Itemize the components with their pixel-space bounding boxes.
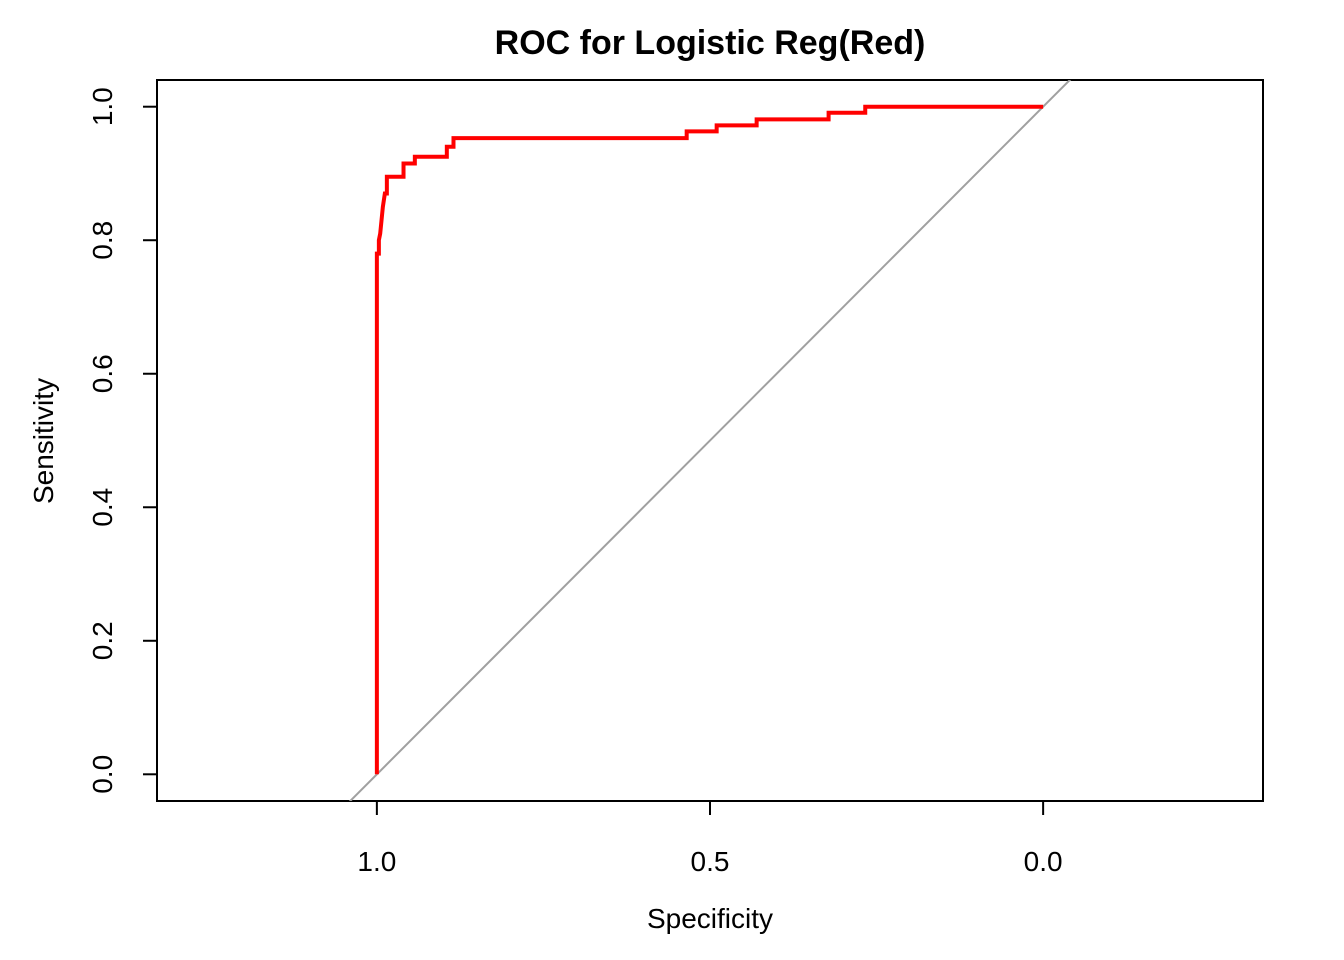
- y-tick-label: 0.6: [87, 354, 118, 393]
- x-axis: 1.0 0.5 0.0: [357, 800, 1063, 877]
- x-tick-label: 0.5: [691, 846, 730, 877]
- y-tick-label: 1.0: [87, 87, 118, 126]
- y-tick-label: 0.0: [87, 755, 118, 794]
- y-tick-label: 0.8: [87, 221, 118, 260]
- y-axis: 0.0 0.2 0.4 0.6 0.8 1.0: [87, 87, 158, 794]
- roc-curve-line: [374, 104, 1044, 775]
- reference-diagonal-line: [348, 80, 1072, 801]
- plot-area: [348, 80, 1072, 801]
- y-tick-label: 0.4: [87, 488, 118, 527]
- plot-clip-group: [348, 80, 1072, 801]
- chart-title: ROC for Logistic Reg(Red): [495, 24, 926, 62]
- x-axis-label: Specificity: [647, 903, 773, 934]
- y-axis-label: Sensitivity: [28, 378, 59, 504]
- y-tick-label: 0.2: [87, 621, 118, 660]
- x-tick-label: 0.0: [1024, 846, 1063, 877]
- x-tick-label: 1.0: [357, 846, 396, 877]
